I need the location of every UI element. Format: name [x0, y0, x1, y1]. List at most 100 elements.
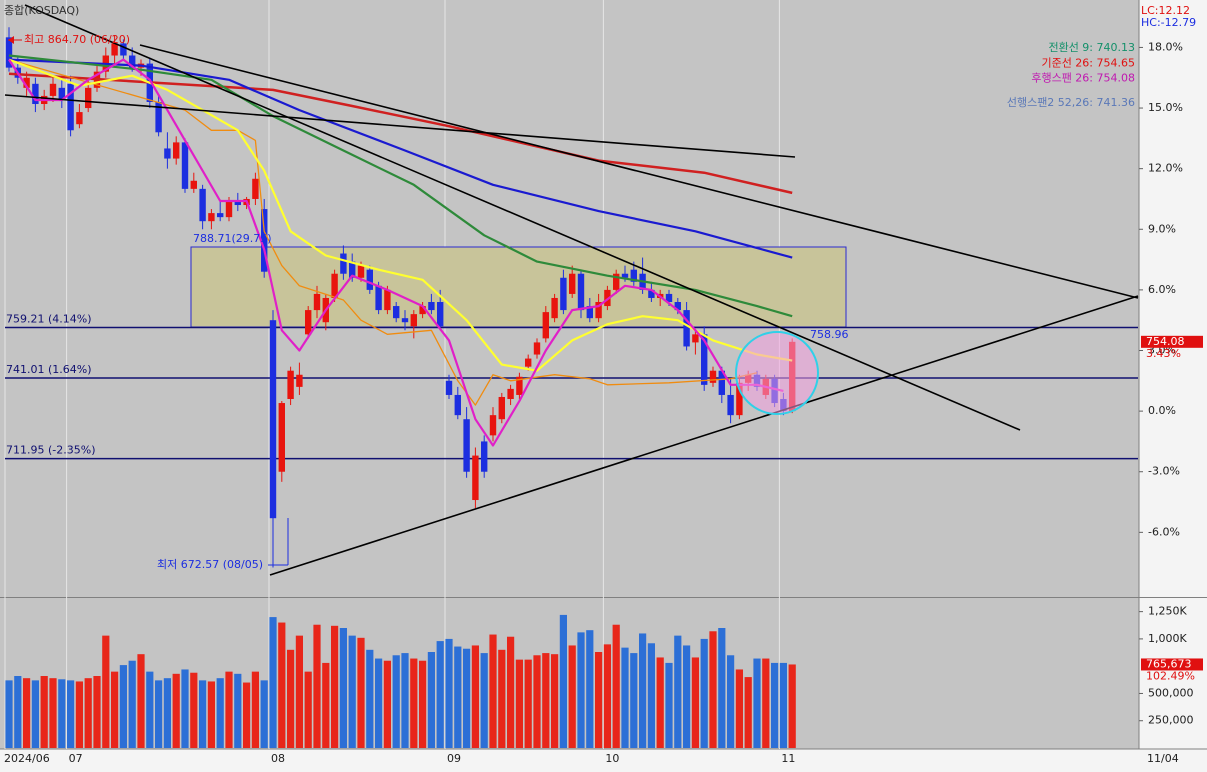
candle-body [613, 273, 620, 290]
volume-bar [260, 680, 268, 748]
candle-body [569, 273, 576, 294]
volume-bar [111, 671, 119, 748]
volume-bar [172, 673, 180, 748]
candle-body [498, 396, 505, 420]
volume-bar [480, 653, 488, 748]
candle-body [76, 112, 83, 125]
volume-bar [621, 647, 629, 748]
highlight-circle [735, 331, 819, 415]
candle-body [701, 334, 708, 385]
candle-body [542, 312, 549, 339]
candle-body [410, 314, 417, 327]
candle-body [419, 306, 426, 315]
candle-body [393, 306, 400, 319]
y-tick-label: 12.0% [1148, 162, 1183, 175]
volume-bar [410, 658, 418, 748]
volume-bar [40, 676, 48, 748]
candle-body [525, 358, 532, 367]
volume-bar [31, 680, 39, 748]
volume-bar [762, 658, 770, 748]
x-tick-label: 08 [271, 752, 285, 765]
volume-bar [357, 637, 365, 748]
candle-body [683, 310, 690, 347]
volume-bar [207, 681, 215, 748]
volume-bar [691, 657, 699, 748]
volume-bar [331, 625, 339, 748]
volume-bar [709, 631, 717, 748]
volume-bar [146, 671, 154, 748]
volume-bar [630, 653, 638, 748]
candle-body [736, 382, 743, 416]
volume-bar [586, 630, 594, 748]
volume-bar [75, 681, 83, 748]
last-price-box [1141, 335, 1203, 348]
x-tick-label: 09 [447, 752, 461, 765]
candle-body [481, 441, 488, 472]
volume-bar [313, 624, 321, 748]
candle-body [234, 200, 241, 206]
trend-lines [4, 4, 1139, 576]
volume-bar [216, 678, 224, 748]
candle-body [340, 253, 347, 274]
candle-body [454, 394, 461, 416]
volume-bar [278, 622, 286, 748]
volume-bar [683, 645, 691, 748]
candle-body [252, 178, 259, 199]
volume-bar [498, 649, 506, 748]
volume-bar [603, 644, 611, 748]
volume-bar [647, 643, 655, 748]
volume-bar [269, 617, 277, 748]
x-tick-label: 10 [605, 752, 619, 765]
volume-bar [49, 678, 57, 748]
last-price-label: 754.08 [1146, 335, 1185, 348]
volume-bar [577, 632, 585, 748]
y-tick-label: 1,000K [1148, 632, 1187, 645]
level-label: 759.21 (4.14%) [6, 312, 92, 325]
volume-bar [489, 634, 497, 748]
right-axis-panel [1139, 0, 1207, 772]
volume-bar [454, 646, 462, 748]
volume-bar [14, 676, 22, 748]
candle-body [437, 302, 444, 327]
y-tick-label: 1,250K [1148, 605, 1187, 618]
volume-bar [727, 655, 735, 748]
legend-entry: 전환선 9: 740.13 [1048, 41, 1135, 54]
candle-body [23, 77, 30, 88]
volume-bar [295, 635, 303, 748]
volume-bar [788, 664, 796, 748]
volume-bar [322, 662, 330, 748]
indicator-line [8, 58, 758, 406]
candle-body [261, 209, 268, 272]
box-annotation: 788.71(29.75) [193, 232, 272, 245]
candle-body [85, 87, 92, 109]
level-label: 711.95 (-2.35%) [6, 444, 95, 457]
high-arrow-head [8, 36, 14, 44]
volume-bar [542, 653, 550, 748]
x-tick-label: 2024/06 [4, 752, 50, 765]
last-volume-label: 765,673 [1146, 657, 1192, 670]
volume-bar [753, 658, 761, 748]
candle-body [287, 370, 294, 399]
y-tick-label: 9.0% [1148, 222, 1176, 235]
volume-bar [639, 633, 647, 748]
candle-body [586, 306, 593, 319]
candle-body [164, 148, 171, 159]
candle-body [32, 83, 39, 105]
candle-body [375, 285, 382, 311]
volume-bar [199, 680, 207, 748]
candle-body [173, 142, 180, 159]
legend-entry: 기준선 26: 754.65 [1041, 56, 1135, 69]
candle-body [366, 269, 373, 290]
volume-bar [665, 662, 673, 748]
volume-bar [515, 659, 523, 748]
candle-body [67, 83, 74, 131]
volume-bar [656, 657, 664, 748]
candle-body [533, 342, 541, 355]
volume-bar [383, 660, 391, 748]
last-pct-label: 3.43% [1146, 347, 1181, 360]
candle-body [507, 388, 514, 399]
volume-bar [419, 660, 427, 748]
candle-body [692, 334, 699, 343]
volume-bar [251, 671, 259, 748]
